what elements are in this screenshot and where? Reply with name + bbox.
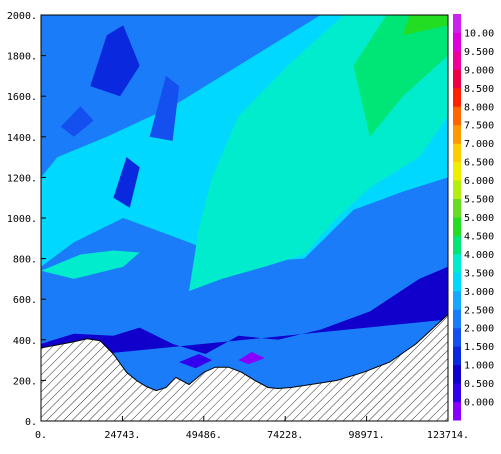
colorbar-swatch [453,69,461,89]
colorbar-label: 5.000 [464,213,494,224]
colorbar-swatch [453,217,461,236]
y-tick-label: 1400. [7,133,37,144]
colorbar-label: 2.500 [464,305,494,316]
colorbar-label: 4.000 [464,250,494,261]
colorbar: 0.000 0.500 1.000 1.500 2.000 2.500 3.000 3.500… [453,14,494,421]
y-tick-label: 1800. [7,52,37,63]
y-tick-label: 200. [13,376,37,387]
colorbar-label: 1.500 [464,342,494,353]
x-tick-label: 123714. [427,430,469,441]
colorbar-swatch [453,50,461,70]
contour-region-9 [90,25,140,97]
colorbar-label: 3.500 [464,268,494,279]
colorbar-label: 0.000 [464,398,494,409]
terrain-mask [40,313,449,422]
colorbar-swatch [453,198,461,218]
y-axis: 0. 200. 400. 600. 800. 1000. 1200. 1400. 1600. 18… [7,11,46,428]
contour-region-10 [113,157,140,208]
colorbar-swatch [453,161,461,181]
y-tick-label: 400. [13,336,37,347]
x-tick-label: 98971. [349,430,385,441]
colorbar-swatch [453,383,461,403]
contour-region-6 [41,266,448,361]
colorbar-label: 8.500 [464,84,494,95]
colorbar-swatch [453,124,461,144]
colorbar-label: 6.500 [464,158,494,169]
y-tick-label: 800. [13,255,37,266]
colorbar-label: 9.000 [464,65,494,76]
colorbar-label: 6.000 [464,176,494,187]
colorbar-swatch [453,290,461,310]
contour-region-7 [179,354,213,369]
colorbar-label: 9.500 [464,47,494,58]
colorbar-label: 1.000 [464,361,494,372]
colorbar-swatch [453,235,461,255]
colorbar-swatch [453,401,461,421]
colorbar-swatch [453,309,461,329]
y-tick-label: 1000. [7,214,37,225]
contour-region-8 [238,352,265,365]
y-tick-label: 1600. [7,92,37,103]
x-axis: 0. 24743. 49486. 74228. 98971. 123714. [35,416,469,441]
x-tick-label: 74228. [267,430,303,441]
colorbar-label: 8.000 [464,102,494,113]
contour-region-11 [149,75,180,141]
colorbar-swatch [453,346,461,366]
y-tick-label: 600. [13,295,37,306]
y-tick-label: 2000. [7,11,37,22]
colorbar-label: 7.500 [464,121,494,132]
contour-region-2 [41,250,140,279]
colorbar-swatch [453,272,461,292]
contour-region-4 [353,15,448,137]
colorbar-swatch [453,180,461,200]
x-tick-label: 24743. [104,430,140,441]
contour-region-5 [402,15,448,36]
y-tick-label: 1200. [7,173,37,184]
colorbar-label: 2.000 [464,324,494,335]
colorbar-label: 3.000 [464,287,494,298]
colorbar-swatch [453,364,461,384]
colorbar-label: 0.500 [464,379,494,390]
colorbar-swatch [453,106,461,126]
y-tick-label: 0. [25,417,37,428]
x-tick-label: 0. [35,430,47,441]
colorbar-label: 10.00 [464,29,494,40]
colorbar-label: 4.500 [464,232,494,243]
colorbar-swatch [453,143,461,163]
contour-fields [41,15,448,369]
colorbar-swatch [453,32,461,52]
colorbar-label: 5.500 [464,195,494,206]
colorbar-swatch [453,253,461,273]
colorbar-swatch [453,14,461,33]
colorbar-label: 7.000 [464,139,494,150]
colorbar-swatch [453,327,461,347]
colorbar-swatch [453,87,461,107]
contour-region-12 [60,106,94,137]
x-tick-label: 49486. [186,430,222,441]
